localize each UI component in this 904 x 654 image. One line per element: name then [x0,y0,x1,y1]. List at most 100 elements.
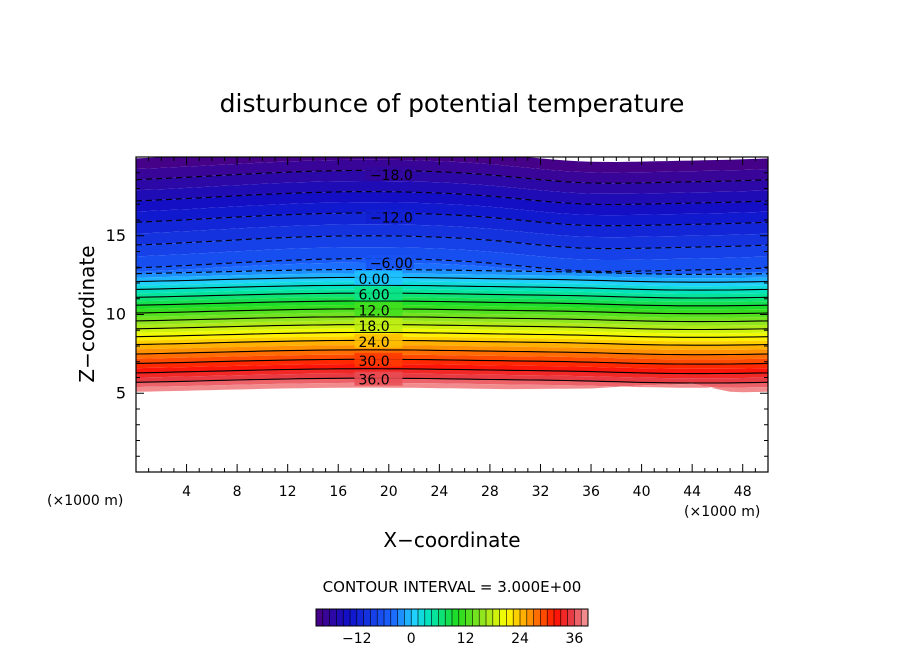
x-tick-label: 36 [582,484,600,500]
contour-label-bg [365,166,414,181]
contour-label-bg [354,270,403,285]
colorbar-tick-label: 24 [511,631,529,647]
y-tick-label: 15 [106,226,126,245]
contour-band [136,293,768,302]
contour-line [136,191,768,206]
contour-band [136,332,768,342]
contour-label-bg [354,371,403,386]
contour-line [136,316,768,323]
contour-band [136,191,768,216]
colorbar-segment [370,609,378,626]
colorbar-ticks: −12 0 12 24 36 [342,631,583,647]
colorbar-segment [384,609,392,626]
contour-lines [136,169,768,384]
contour-label-bg [354,318,403,333]
colorbar-segment [540,609,548,626]
contour-band [136,354,768,365]
y-axis-label: Z−coordinate [75,245,99,382]
x-tick-label: 16 [329,484,347,500]
colorbar-segment [390,609,398,626]
colorbar-segment [492,609,500,626]
contour-band [136,316,768,326]
colorbar-segment [431,609,439,626]
colorbar-segment [336,609,344,626]
contour-label-bg [365,209,414,224]
contour-band [136,349,768,360]
contour-line [136,212,768,227]
contour-band [136,157,768,173]
contour-line [136,349,768,356]
contour-line [136,377,768,384]
contour-label-bg [354,286,403,301]
contour-band [136,382,768,393]
contour-label-bg [354,352,403,367]
chart-title: disturbunce of potential temperature [220,89,685,118]
contour-line [136,169,768,184]
contour-line [136,358,768,365]
contour-line [136,268,768,275]
colorbar-segment [465,609,473,626]
contour-band [136,170,768,194]
contour-label: 6.00 [358,288,389,304]
contour-line [136,258,768,272]
colorbar-segment [479,609,487,626]
colorbar-tick-label: −12 [342,631,372,647]
contour-band [136,368,768,379]
colorbar-segment [452,609,460,626]
contour-line [136,324,768,331]
contour-line [136,235,768,250]
contour-band [136,359,768,369]
colorbar-segment [513,609,521,626]
colorbar-segment [438,609,446,626]
x-axis-ticks: 4 8 12 16 20 24 28 32 36 40 44 48 [135,157,769,500]
contour-label: −18.0 [370,168,413,184]
contour-band [136,378,768,388]
colorbar-segments [315,608,589,627]
colorbar-segment [350,609,358,626]
contour-band [136,373,768,383]
contour-band [136,181,768,205]
x-tick-label: 48 [734,484,752,500]
x-tick-label: 4 [182,484,191,500]
colorbar-segment [411,609,419,626]
contour-label: 18.0 [358,319,389,335]
colorbar-segment [554,609,562,626]
z-unit-label: (×1000 m) [47,493,123,509]
contour-label: 0.00 [358,272,389,288]
contour-line [136,308,768,315]
colorbar-segment [343,609,351,626]
colorbar-segment [424,609,432,626]
colorbar-segment [547,609,555,626]
colorbar-segment [472,609,480,626]
colorbar-segment [533,609,541,626]
contour-label: 12.0 [358,303,389,319]
contour-label: −12.0 [370,210,413,226]
colorbar-segment [445,609,453,626]
colorbar-segment [363,609,371,626]
contour-label-bg [365,255,414,270]
contour-line [136,276,768,283]
contour-band [136,277,768,287]
colorbar-segment [520,609,528,626]
contour-line [136,368,768,375]
colorbar-segment [322,609,330,626]
contour-label-bg [354,333,403,348]
colorbar-segment [329,609,337,626]
contour-label: 30.0 [358,354,389,370]
x-tick-label: 40 [633,484,651,500]
colorbar-segment [377,609,385,626]
colorbar-segment [418,609,426,626]
colorbar-segment [506,609,514,626]
colorbar-tick-label: 36 [565,631,583,647]
colorbar: −12 0 12 24 36 [315,608,589,647]
x-axis-label: X−coordinate [383,528,520,552]
colorbar-segment [526,609,534,626]
colorbar-segment [486,609,494,626]
contour-interval-text: CONTOUR INTERVAL = 3.000E+00 [323,578,582,596]
contour-band [136,308,768,318]
x-tick-label: 8 [233,484,242,500]
x-tick-label: 24 [430,484,448,500]
contour-line [136,300,768,307]
contour-field [136,157,768,393]
